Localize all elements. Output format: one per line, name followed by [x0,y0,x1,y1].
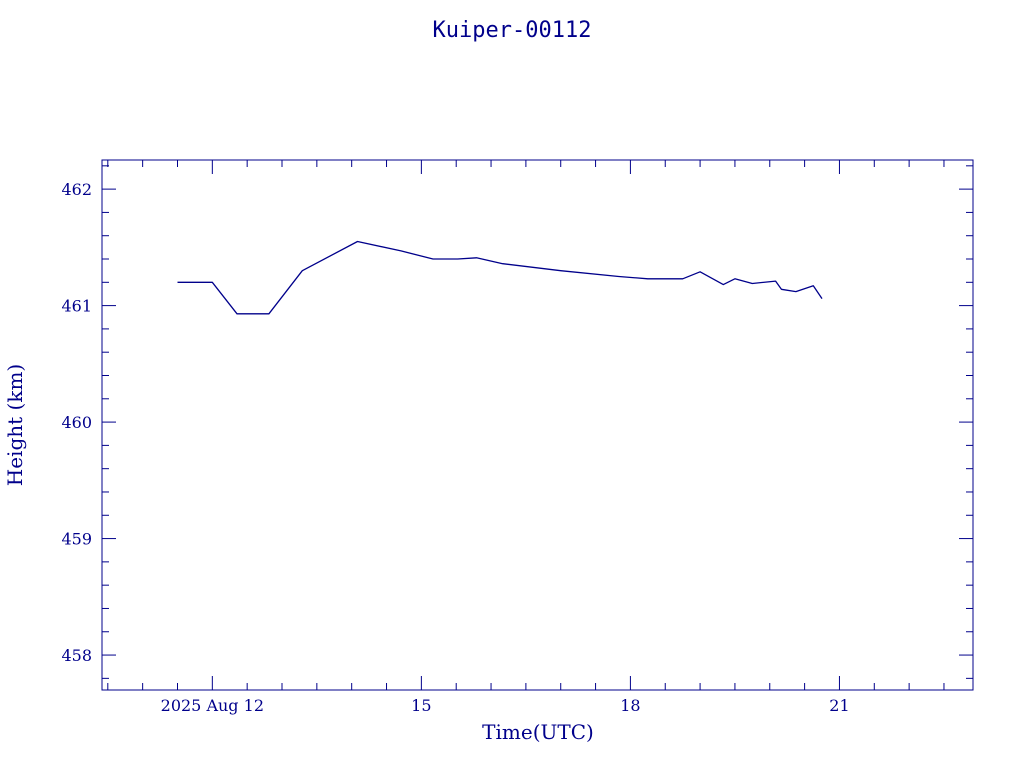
chart-title: Kuiper-00112 [433,18,592,43]
y-tick-label: 458 [61,646,92,665]
x-tick-label: 18 [620,696,640,715]
y-tick-label: 461 [61,297,92,316]
plot-frame [101,159,974,691]
tick-marks [102,160,973,690]
y-axis-label: Height (km) [3,364,27,486]
tick-labels: 458 459 460 461 462 2025 Aug 12 15 18 21 [61,180,849,715]
x-tick-label: 21 [829,696,849,715]
y-tick-label: 459 [61,530,92,549]
x-tick-label: 2025 Aug 12 [161,696,264,715]
x-axis-label: Time(UTC) [482,720,594,744]
y-tick-label: 460 [61,413,92,432]
y-tick-label: 462 [61,180,92,199]
x-tick-label: 15 [411,696,431,715]
series-line [177,240,823,315]
